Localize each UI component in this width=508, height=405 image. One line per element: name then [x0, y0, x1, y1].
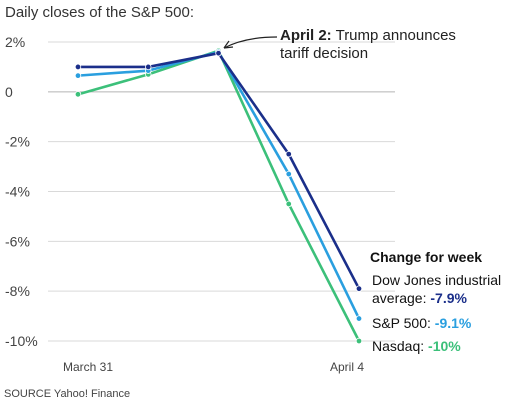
- legend-nasdaq: Nasdaq: -10%: [372, 338, 461, 354]
- grid: [48, 41, 395, 342]
- legend-dow-label: average:: [372, 290, 430, 306]
- legend-title: Change for week: [370, 249, 482, 265]
- source-note: SOURCE Yahoo! Finance: [4, 388, 130, 400]
- annotation-text-1: Trump announces: [332, 27, 456, 44]
- y-tick-label: -8%: [5, 283, 30, 299]
- chart-title: Daily closes of the S&P 500:: [5, 4, 194, 21]
- y-axis-ticks: 2% 0 -2% -4% -6% -8% -10%: [5, 34, 38, 349]
- data-point: [285, 200, 292, 208]
- annotation-arrow-head: [223, 40, 234, 49]
- data-point: [355, 315, 363, 322]
- legend-sp-value: -9.1%: [435, 315, 472, 331]
- legend-sp-label: S&P 500:: [372, 315, 435, 331]
- y-tick-label: -2%: [5, 134, 30, 150]
- legend-dow-line1: Dow Jones industrial: [372, 272, 501, 288]
- legend-sp: S&P 500: -9.1%: [372, 315, 472, 331]
- x-axis-ticks: March 31 April 4: [63, 360, 364, 374]
- annotation-line-2: tariff decision: [280, 45, 368, 62]
- legend-dow-line2: average: -7.9%: [372, 290, 467, 306]
- x-tick-label: March 31: [63, 360, 113, 374]
- data-point: [74, 91, 82, 98]
- annotation-bold: April 2:: [280, 27, 332, 44]
- y-tick-label: -6%: [5, 233, 30, 249]
- legend-nasdaq-value: -10%: [428, 338, 461, 354]
- data-point: [215, 50, 222, 57]
- y-tick-label: 2%: [5, 34, 25, 50]
- y-tick-label: 0: [5, 84, 13, 100]
- data-point: [285, 170, 292, 178]
- annotation-arrow-line: [223, 36, 278, 49]
- data-point: [145, 63, 152, 71]
- data-point: [285, 150, 292, 158]
- y-tick-label: -10%: [5, 333, 38, 349]
- series-group: [74, 47, 363, 345]
- data-point: [74, 72, 82, 79]
- data-point: [74, 63, 82, 71]
- legend-dow-value: -7.9%: [430, 290, 467, 306]
- annotation-line-1: April 2: Trump announces: [280, 27, 456, 44]
- y-tick-label: -4%: [5, 184, 30, 200]
- series-line: [77, 49, 361, 342]
- series-line: [78, 51, 361, 290]
- data-point: [355, 285, 363, 292]
- data-point: [355, 337, 363, 345]
- legend-nasdaq-label: Nasdaq:: [372, 338, 428, 354]
- x-tick-label: April 4: [330, 360, 364, 374]
